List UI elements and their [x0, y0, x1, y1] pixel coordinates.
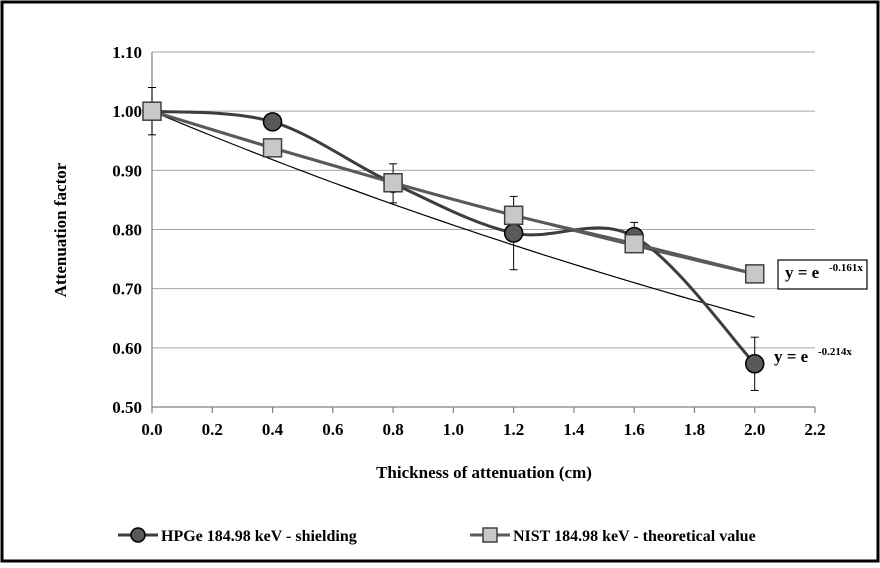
y-tick-label: 0.80	[112, 221, 142, 240]
trendline-exponent-2: -0.214x	[818, 346, 852, 358]
data-point-square	[624, 233, 644, 254]
legend-label-1: HPGe 184.98 keV - shielding	[161, 528, 357, 545]
y-tick-label: 0.60	[112, 339, 142, 358]
data-point-square	[383, 173, 403, 193]
y-tick-label: 0.70	[112, 280, 142, 299]
x-tick-label: 0.0	[141, 420, 162, 439]
series-line-1	[151, 109, 756, 365]
x-tick-label: 1.8	[684, 420, 705, 439]
x-tick-label: 0.4	[262, 420, 284, 439]
legend-marker-circle	[130, 527, 146, 543]
data-point-circle	[503, 223, 524, 243]
labels: Attenuation factor Thickness of attenuat…	[51, 43, 868, 482]
x-tick-label: 1.0	[443, 420, 464, 439]
y-tick-label: 0.90	[112, 161, 142, 180]
data-point-circle	[744, 354, 765, 374]
x-tick-label: 0.2	[202, 420, 223, 439]
trendline-equation-1: y = e	[785, 263, 820, 282]
series	[142, 87, 765, 391]
trendline-label-box	[777, 259, 868, 290]
legend-marker-square	[482, 527, 498, 543]
x-tick-label: 2.0	[744, 420, 765, 439]
x-tick-label: 1.6	[624, 420, 645, 439]
y-tick-label: 0.50	[112, 398, 142, 417]
trendline-2	[151, 110, 755, 318]
legend: HPGe 184.98 keV - shielding NIST 184.98 k…	[118, 527, 756, 545]
legend-label-2: NIST 184.98 keV - theoretical value	[513, 528, 756, 545]
data-point-circle	[262, 112, 283, 132]
x-axis-title: Thickness of attenuation (cm)	[376, 463, 592, 482]
data-point-square	[262, 138, 283, 158]
data-point-square	[503, 205, 524, 226]
x-tick-label: 0.8	[382, 420, 403, 439]
x-tick-label: 1.4	[563, 420, 585, 439]
trendline-equation-2: y = e	[774, 347, 809, 366]
series-line-2	[151, 109, 756, 276]
y-axis-title: Attenuation factor	[51, 162, 70, 297]
data-point-square	[744, 264, 765, 284]
x-tick-label: 2.2	[804, 420, 825, 439]
trendline-exponent-1: -0.161x	[829, 262, 863, 274]
y-tick-label: 1.00	[112, 102, 142, 121]
y-tick-label: 1.10	[112, 43, 142, 62]
x-tick-label: 1.2	[503, 420, 524, 439]
x-tick-label: 0.6	[322, 420, 343, 439]
data-point-square	[142, 101, 162, 121]
